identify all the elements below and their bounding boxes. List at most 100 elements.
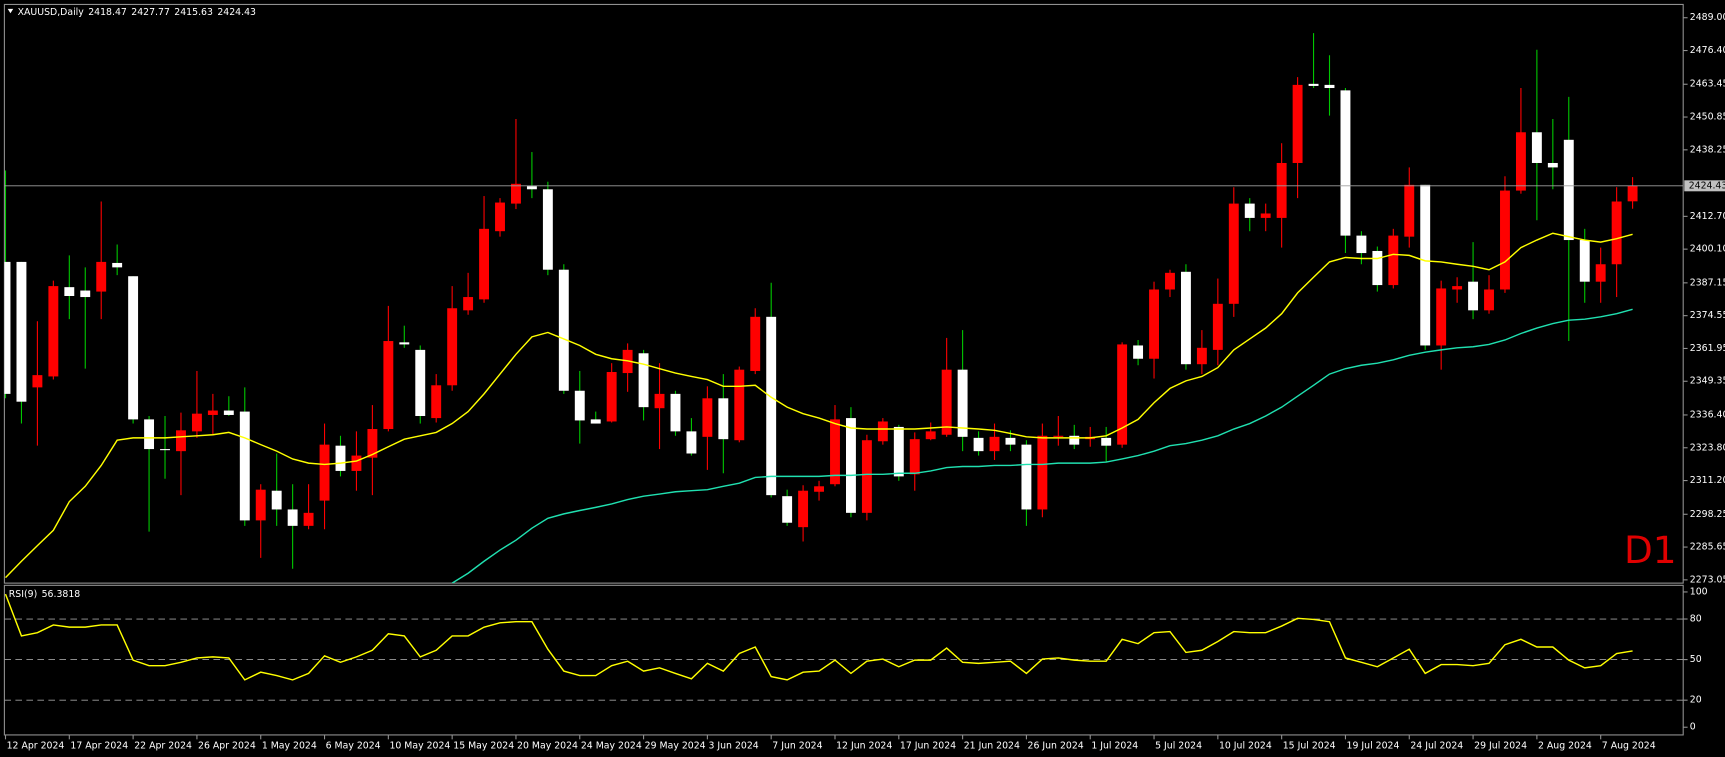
y-tick-label: 100 bbox=[1690, 586, 1708, 597]
candle-body bbox=[48, 286, 59, 377]
rsi-line bbox=[4, 593, 1633, 681]
x-tick-label: 24 May 2024 bbox=[581, 740, 642, 751]
y-tick-label: 2311.20 bbox=[1690, 475, 1725, 486]
candle-body bbox=[319, 444, 330, 501]
candle-body bbox=[96, 261, 107, 292]
candle-body bbox=[750, 316, 761, 371]
candle-body bbox=[463, 297, 474, 311]
candle-body bbox=[1563, 139, 1574, 241]
x-tick-label: 12 Apr 2024 bbox=[7, 740, 65, 751]
x-tick-label: 5 Jul 2024 bbox=[1155, 740, 1202, 751]
x-tick-label: 15 May 2024 bbox=[453, 740, 514, 751]
candle-body bbox=[814, 486, 824, 492]
candle-body bbox=[973, 437, 984, 452]
x-tick-label: 3 Jun 2024 bbox=[708, 740, 758, 751]
candle-body bbox=[877, 421, 888, 442]
y-tick-label: 2489.00 bbox=[1690, 12, 1725, 23]
candle-body bbox=[1324, 84, 1335, 89]
x-tick-label: 12 Jun 2024 bbox=[836, 740, 892, 751]
menu-triangle[interactable] bbox=[7, 8, 14, 14]
low-price: 2415.63 bbox=[174, 7, 213, 18]
candle-body bbox=[574, 390, 585, 421]
candle-body bbox=[542, 189, 553, 270]
candle-body bbox=[1037, 435, 1048, 510]
candle-body bbox=[957, 369, 968, 437]
y-tick-label: 0 bbox=[1690, 722, 1696, 733]
y-tick-label: 2323.80 bbox=[1690, 442, 1725, 453]
rsi-title: RSI(9) bbox=[9, 589, 37, 600]
x-tick-label: 20 May 2024 bbox=[517, 740, 578, 751]
candle-body bbox=[1069, 435, 1080, 445]
y-tick-label: 2374.55 bbox=[1690, 310, 1725, 321]
candle-body bbox=[335, 445, 346, 471]
candle-body bbox=[1308, 83, 1319, 86]
candle-body bbox=[1228, 203, 1239, 304]
candle-body bbox=[766, 316, 777, 496]
candle-body bbox=[431, 385, 442, 419]
candle-body bbox=[526, 186, 537, 190]
moving-average-line bbox=[451, 308, 1633, 584]
candle-body bbox=[128, 276, 139, 420]
candle-body bbox=[287, 509, 298, 526]
y-tick-label: 2336.40 bbox=[1690, 409, 1725, 420]
candle-body bbox=[16, 261, 27, 402]
candle-body bbox=[271, 490, 282, 510]
y-tick-label: 80 bbox=[1690, 614, 1702, 625]
current-price-box bbox=[1684, 180, 1725, 192]
candle-body bbox=[1117, 344, 1128, 445]
candle-body bbox=[1133, 345, 1144, 359]
candle-body bbox=[479, 228, 490, 300]
candle-body bbox=[830, 419, 840, 485]
candle-body bbox=[1149, 289, 1159, 359]
candle-body bbox=[782, 496, 793, 523]
candle-body bbox=[1165, 272, 1175, 290]
x-tick-label: 26 Apr 2024 bbox=[198, 740, 256, 751]
candle-body bbox=[303, 512, 314, 526]
axes: 2489.00 2476.40 2463.45 2450.85 2438.25 2412.… bbox=[4, 12, 1725, 751]
candle-body bbox=[893, 426, 904, 477]
x-tick-label: 22 Apr 2024 bbox=[134, 740, 192, 751]
y-tick-label: 2463.45 bbox=[1690, 79, 1725, 90]
x-tick-label: 29 May 2024 bbox=[645, 740, 706, 751]
x-tick-label: 6 May 2024 bbox=[326, 740, 381, 751]
x-tick-label: 17 Apr 2024 bbox=[70, 740, 128, 751]
candle-body bbox=[1180, 271, 1191, 365]
candle-body bbox=[1101, 437, 1112, 446]
y-tick-label: 2273.05 bbox=[1690, 574, 1725, 585]
y-tick-label: 2438.25 bbox=[1690, 144, 1725, 155]
candle-body bbox=[590, 419, 601, 424]
x-tick-label: 1 Jul 2024 bbox=[1091, 740, 1138, 751]
symbol: XAUUSD,Daily bbox=[18, 7, 85, 18]
rsi-plot bbox=[4, 593, 1684, 701]
candle-body bbox=[734, 369, 745, 441]
candle-body bbox=[1452, 286, 1463, 290]
y-tick-label: 2298.25 bbox=[1690, 509, 1725, 520]
candle-body bbox=[399, 342, 410, 345]
candle-body bbox=[32, 375, 43, 388]
y-tick-label: 2476.40 bbox=[1690, 45, 1725, 56]
y-tick-label: 20 bbox=[1690, 695, 1702, 706]
candle-body bbox=[1595, 264, 1606, 282]
candle-body bbox=[176, 430, 186, 452]
x-tick-label: 29 Jul 2024 bbox=[1474, 740, 1527, 751]
x-tick-label: 7 Jun 2024 bbox=[772, 740, 822, 751]
candle-body bbox=[1340, 90, 1351, 236]
x-tick-label: 7 Aug 2024 bbox=[1602, 740, 1656, 751]
candle-body bbox=[495, 202, 505, 232]
candle-body bbox=[606, 372, 617, 422]
candle-body bbox=[1468, 281, 1479, 311]
candle-body bbox=[1515, 132, 1526, 191]
current-price-label: 2424.43 bbox=[1689, 180, 1725, 191]
candle-body bbox=[367, 429, 378, 458]
rsi-header: RSI(9) 56.3818 bbox=[9, 589, 81, 600]
candle-body bbox=[845, 418, 856, 513]
candle-body bbox=[415, 349, 426, 417]
open-price: 2418.47 bbox=[88, 7, 127, 18]
candle-body bbox=[558, 269, 569, 391]
candle-body bbox=[144, 419, 155, 450]
timeframe-label: D1 bbox=[1624, 528, 1677, 572]
moving-average-line bbox=[4, 232, 1633, 579]
